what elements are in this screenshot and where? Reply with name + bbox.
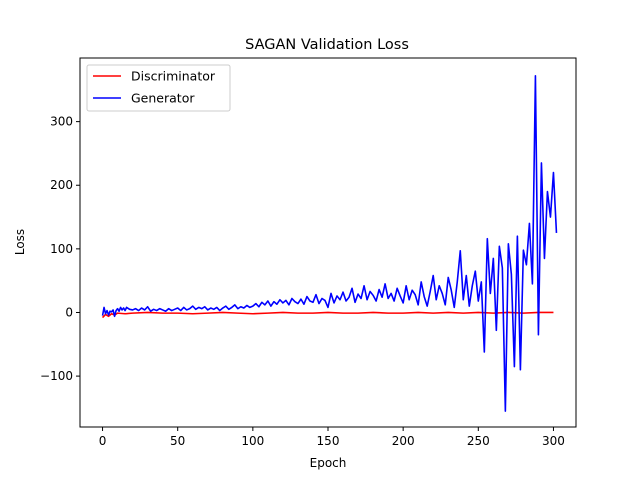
series-line-generator: [101, 75, 558, 412]
legend-label-discriminator: Discriminator: [131, 69, 216, 84]
y-tick-label: −100: [40, 369, 73, 383]
series-line-discriminator: [101, 311, 554, 319]
y-tick-label: 100: [50, 242, 73, 256]
x-tick-label: 250: [467, 434, 490, 448]
x-tick-label: 50: [170, 434, 185, 448]
x-tick-label: 300: [542, 434, 565, 448]
chart-title: SAGAN Validation Loss: [245, 37, 409, 53]
legend-label-generator: Generator: [131, 91, 195, 106]
y-tick-label: 0: [65, 305, 73, 319]
x-tick-label: 0: [99, 434, 107, 448]
y-axis: −100 0 100 200 300: [40, 115, 80, 383]
x-axis-label: Epoch: [310, 456, 347, 470]
x-tick-label: 100: [241, 434, 264, 448]
plot-frame: [79, 57, 577, 428]
legend: Discriminator Generator: [86, 64, 231, 112]
x-tick-label: 200: [392, 434, 415, 448]
x-tick-label: 150: [317, 434, 340, 448]
plot-lines: [101, 75, 558, 412]
y-axis-label: Loss: [13, 229, 27, 255]
x-axis: 0 50 100 150 200 250 300: [99, 427, 565, 448]
y-tick-label: 200: [50, 178, 73, 192]
y-tick-label: 300: [50, 115, 73, 129]
legend-box: [86, 64, 231, 112]
